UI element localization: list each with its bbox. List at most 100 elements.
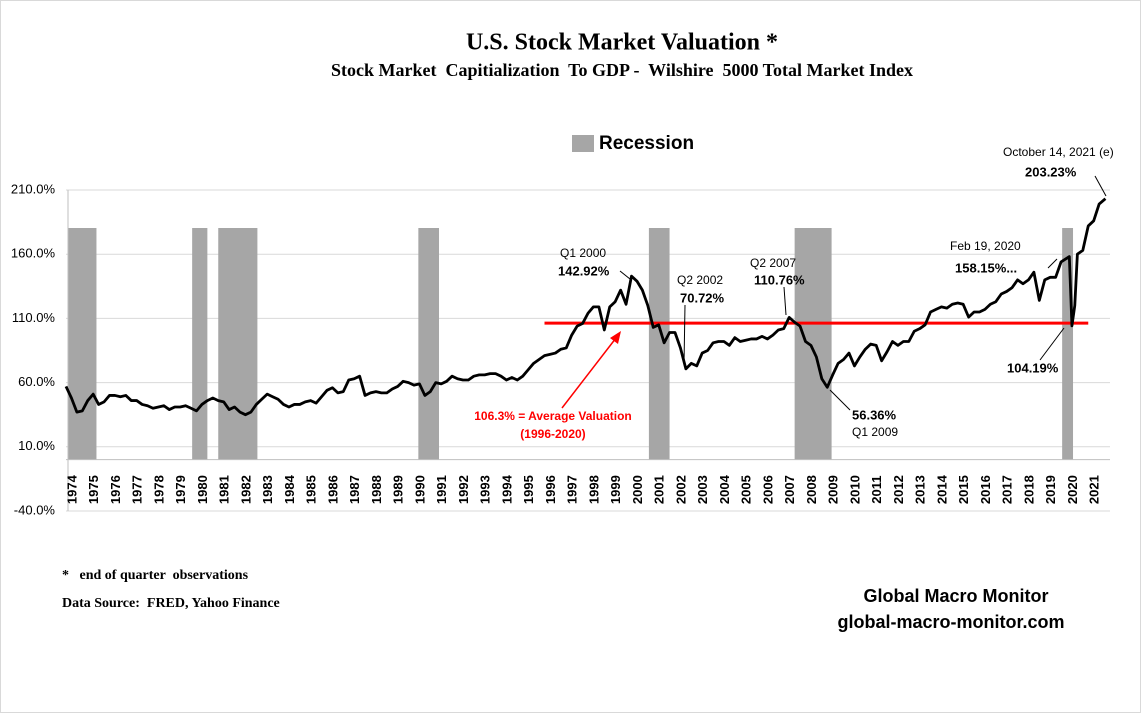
x-tick-label: 2005 bbox=[739, 475, 754, 504]
annotation: 142.92% bbox=[558, 263, 610, 278]
x-tick-label: 1985 bbox=[304, 475, 319, 504]
chart-title: U.S. Stock Market Valuation * bbox=[466, 30, 778, 56]
x-tick-label: 2006 bbox=[760, 475, 775, 504]
x-tick-label: 2016 bbox=[978, 475, 993, 504]
x-tick-label: 2001 bbox=[652, 475, 667, 504]
recession-band bbox=[192, 228, 208, 460]
x-tick-label: 2004 bbox=[717, 474, 732, 504]
x-tick-label: 1980 bbox=[195, 475, 210, 504]
average-arrow bbox=[561, 331, 621, 409]
annotation: Q1 2009 bbox=[852, 425, 898, 439]
recession-band bbox=[418, 228, 440, 460]
x-tick-label: 1981 bbox=[217, 475, 232, 504]
annotation: 56.36% bbox=[852, 407, 897, 422]
leader-line bbox=[1094, 175, 1107, 197]
x-tick-label: 1989 bbox=[391, 475, 406, 504]
y-tick-label: 210.0% bbox=[11, 181, 56, 196]
x-tick-label: 2017 bbox=[1000, 475, 1015, 504]
x-tick-label: 1998 bbox=[586, 475, 601, 504]
x-tick-label: 1974 bbox=[64, 474, 79, 504]
x-tick-label: 1978 bbox=[151, 475, 166, 504]
x-tick-label: 1995 bbox=[521, 475, 536, 504]
x-tick-label: 1992 bbox=[456, 475, 471, 504]
y-tick-label: 10.0% bbox=[18, 438, 55, 453]
annotation: 158.15%... bbox=[955, 260, 1017, 275]
arrow-head bbox=[610, 331, 621, 344]
annotation-leaders bbox=[619, 175, 1107, 411]
website: global-macro-monitor.com bbox=[837, 612, 1064, 632]
x-tick-label: 1983 bbox=[260, 475, 275, 504]
annotation: Feb 19, 2020 bbox=[950, 239, 1021, 253]
x-tick-label: 1986 bbox=[325, 475, 340, 504]
x-tick-label: 1990 bbox=[412, 475, 427, 504]
annotation: Q2 2007 bbox=[750, 256, 796, 270]
x-tick-label: 2010 bbox=[847, 475, 862, 504]
leader-line bbox=[1047, 258, 1058, 269]
annotation: Q1 2000 bbox=[560, 246, 606, 260]
x-tick-label: 1988 bbox=[369, 475, 384, 504]
x-tick-label: 1975 bbox=[86, 475, 101, 504]
leader-line bbox=[783, 286, 787, 316]
annotation: Q2 2002 bbox=[677, 273, 723, 287]
x-tick-label: 1994 bbox=[499, 474, 514, 504]
y-tick-label: 110.0% bbox=[12, 310, 56, 325]
average-period: (1996-2020) bbox=[520, 427, 585, 441]
annotation: 110.76% bbox=[754, 272, 805, 287]
x-tick-label: 2002 bbox=[673, 475, 688, 504]
annotation: 104.19% bbox=[1007, 360, 1059, 375]
x-tick-label: 1997 bbox=[565, 475, 580, 504]
annotation: 203.23% bbox=[1025, 164, 1077, 179]
recession-band bbox=[1062, 228, 1074, 460]
x-tick-label: 2008 bbox=[804, 475, 819, 504]
x-tick-label: 2007 bbox=[782, 475, 797, 504]
x-tick-label: 1991 bbox=[434, 475, 449, 504]
x-tick-label: 1984 bbox=[282, 474, 297, 504]
x-tick-label: 1993 bbox=[478, 475, 493, 504]
y-tick-label: -40.0% bbox=[14, 502, 56, 517]
recession-band bbox=[218, 228, 258, 460]
leader-line bbox=[619, 270, 631, 280]
series-line bbox=[64, 197, 1107, 417]
x-tick-label: 2021 bbox=[1087, 475, 1102, 504]
y-tick-label: 160.0% bbox=[11, 246, 56, 261]
data-source: Data Source: FRED, Yahoo Finance bbox=[62, 596, 280, 611]
x-tick-label: 1977 bbox=[130, 475, 145, 504]
average-label: 106.3% = Average Valuation bbox=[474, 409, 632, 423]
plot-area: -40.0% 10.0% 60.0% 110.0% 160.0% 210.0% 1974 19… bbox=[11, 145, 1114, 517]
x-tick-label: 1996 bbox=[543, 475, 558, 504]
x-tick-label: 1987 bbox=[347, 475, 362, 504]
x-tick-label: 1999 bbox=[608, 475, 623, 504]
x-tick-label: 2020 bbox=[1065, 475, 1080, 504]
legend-label: Recession bbox=[599, 133, 694, 154]
x-tick-label: 2009 bbox=[826, 475, 841, 504]
leader-line bbox=[829, 389, 851, 411]
recession-band bbox=[794, 228, 832, 460]
footnote: * end of quarter observations bbox=[62, 568, 249, 583]
x-tick-label: 2014 bbox=[934, 474, 949, 504]
x-tick-label: 2013 bbox=[913, 475, 928, 504]
x-tick-label: 2003 bbox=[695, 475, 710, 504]
x-tick-label: 1976 bbox=[108, 475, 123, 504]
y-tick-label: 60.0% bbox=[18, 374, 55, 389]
annotation: October 14, 2021 (e) bbox=[1003, 145, 1114, 159]
chart-subtitle: Stock Market Capitialization To GDP - Wi… bbox=[331, 60, 913, 80]
x-tick-label: 1979 bbox=[173, 475, 188, 504]
arrow-shaft bbox=[561, 337, 617, 409]
x-tick-label: 2015 bbox=[956, 475, 971, 504]
brand: Global Macro Monitor bbox=[863, 586, 1048, 606]
x-tick-label: 1982 bbox=[238, 475, 253, 504]
annotation: 70.72% bbox=[680, 290, 725, 305]
x-tick-label: 2012 bbox=[891, 475, 906, 504]
leader-line bbox=[683, 304, 686, 365]
recession-band bbox=[648, 228, 670, 460]
x-tick-label: 2018 bbox=[1021, 475, 1036, 504]
legend-swatch bbox=[572, 135, 594, 152]
leader-line bbox=[1039, 327, 1065, 361]
x-tick-label: 2011 bbox=[869, 476, 884, 504]
x-tick-label: 2000 bbox=[630, 475, 645, 504]
x-tick-label: 2019 bbox=[1043, 475, 1058, 504]
legend: Recession bbox=[572, 133, 694, 154]
recession-band bbox=[68, 228, 97, 460]
